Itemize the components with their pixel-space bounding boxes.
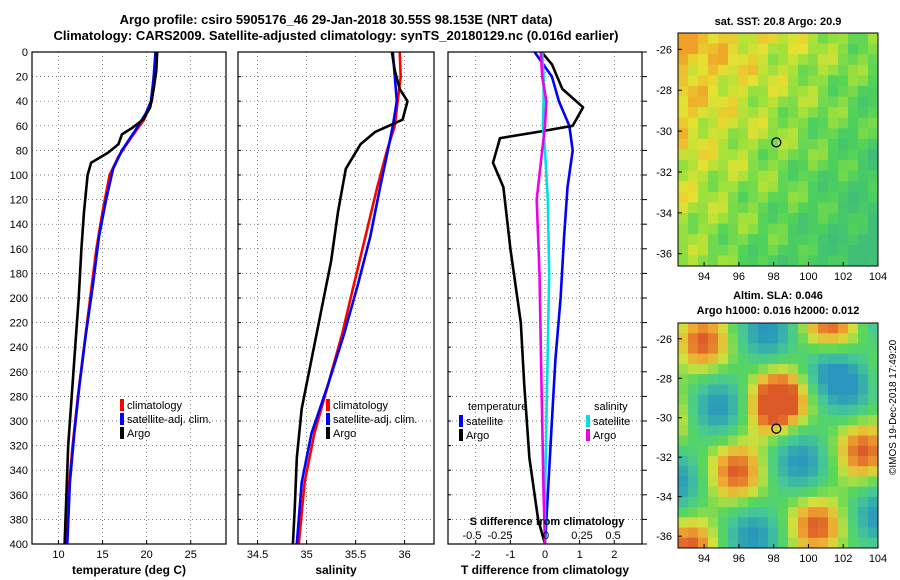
temperature-profile: 10 15 20 25 temperature (deg C) 0 20 40 60 80 100 1… bbox=[10, 47, 227, 577]
legend-swatch bbox=[120, 427, 124, 439]
y-tick-label: 160 bbox=[10, 244, 28, 256]
y-tick-label: 300 bbox=[10, 416, 28, 428]
series-line-salinity-argo bbox=[535, 51, 548, 545]
y-tick-label: 400 bbox=[10, 539, 28, 551]
legend-swatch bbox=[120, 413, 124, 425]
x-tick-label: 35 bbox=[300, 549, 312, 561]
y-tick-label: 320 bbox=[10, 441, 28, 453]
series-line-temperature-satellite bbox=[533, 51, 575, 545]
x2-tick-label: 0 bbox=[543, 530, 549, 542]
x-tick-label: 35.5 bbox=[345, 549, 366, 561]
sla-map-title2: Argo h1000: 0.016 h2000: 0.012 bbox=[696, 305, 860, 317]
x-tick-label: 20 bbox=[141, 549, 153, 561]
y-tick-label: 200 bbox=[10, 293, 28, 305]
legend-label: Argo bbox=[593, 430, 616, 442]
y-tick-label: 340 bbox=[10, 465, 28, 477]
legend-label: Argo bbox=[333, 428, 356, 440]
imos-credit: ©IMOS 19-Dec-2018 17:49:20 bbox=[888, 339, 899, 475]
legend-title-salinity: salinity bbox=[594, 401, 628, 413]
series-line-argo bbox=[63, 51, 159, 545]
legend-label: climatology bbox=[127, 400, 183, 412]
x2-tick-label: 0.25 bbox=[571, 530, 592, 542]
y-tick-label: 20 bbox=[16, 72, 28, 84]
y-tick-label: 60 bbox=[16, 121, 28, 133]
sla-map-title1: Altim. SLA: 0.046 bbox=[733, 290, 823, 302]
y-tick-label: 260 bbox=[10, 367, 28, 379]
y-tick-label: 80 bbox=[16, 145, 28, 157]
y-tick-label: 380 bbox=[10, 514, 28, 526]
legend-swatch bbox=[459, 415, 463, 427]
series-line-argo bbox=[291, 51, 409, 545]
sst-map-title: sat. SST: 20.8 Argo: 20.9 bbox=[714, 16, 842, 28]
x2-tick-label: 0.5 bbox=[605, 530, 620, 542]
legend-swatch bbox=[586, 429, 590, 441]
legend-label: Argo bbox=[466, 430, 489, 442]
legend-swatch bbox=[326, 413, 330, 425]
legend-swatch bbox=[120, 399, 124, 411]
chart-title-line1: Argo profile: csiro 5905176_46 29-Jan-20… bbox=[119, 12, 553, 27]
x-axis-label: T difference from climatology bbox=[461, 563, 629, 577]
series-line-satellite-adj-clim- bbox=[295, 51, 399, 545]
plot-frame bbox=[31, 51, 227, 545]
y-tick-label: 220 bbox=[10, 318, 28, 330]
plot-frame bbox=[237, 51, 435, 545]
x-axis-label: salinity bbox=[315, 563, 357, 577]
x-tick-label: 25 bbox=[185, 549, 197, 561]
x-tick-label: 10 bbox=[52, 549, 64, 561]
y-tick-label: 140 bbox=[10, 219, 28, 231]
y-tick-label: 240 bbox=[10, 342, 28, 354]
legend-swatch bbox=[326, 427, 330, 439]
legend-title-temperature: temperature bbox=[468, 401, 527, 413]
plot-background bbox=[238, 52, 434, 544]
y-tick-label: 100 bbox=[10, 170, 28, 182]
x2-axis-label: S difference from climatology bbox=[470, 516, 626, 528]
x-tick-label: 36 bbox=[398, 549, 410, 561]
x2-tick-label: -0.25 bbox=[487, 530, 512, 542]
x-tick-label: 2 bbox=[611, 549, 617, 561]
chart-title-line2: Climatology: CARS2009. Satellite-adjuste… bbox=[53, 28, 619, 43]
y-tick-label: 120 bbox=[10, 195, 28, 207]
legend-label: satellite bbox=[466, 416, 503, 428]
legend-label: climatology bbox=[333, 400, 389, 412]
x-tick-label: 1 bbox=[577, 549, 583, 561]
x-tick-label: -2 bbox=[471, 549, 481, 561]
x-tick-label: 0 bbox=[542, 549, 548, 561]
x-tick-label: 34.5 bbox=[247, 549, 268, 561]
legend-label: satellite bbox=[593, 416, 630, 428]
series-line-temperature-argo bbox=[491, 51, 585, 545]
legend-label: Argo bbox=[127, 428, 150, 440]
legend-label: satellite-adj. clim. bbox=[333, 414, 417, 426]
series-line-salinity-satellite bbox=[540, 51, 551, 544]
y-tick-label: 360 bbox=[10, 490, 28, 502]
x2-tick-label: -0.5 bbox=[463, 530, 482, 542]
y-tick-label: 40 bbox=[16, 96, 28, 108]
x-axis-label: temperature (deg C) bbox=[72, 563, 186, 577]
plot-frame bbox=[447, 51, 643, 545]
difference-profile: -2 -1 0 1 2 T difference from climatology temp… bbox=[447, 51, 647, 577]
y-tick-label: 0 bbox=[22, 47, 28, 59]
legend-swatch bbox=[586, 415, 590, 427]
legend-swatch bbox=[326, 399, 330, 411]
y-tick-label: 180 bbox=[10, 268, 28, 280]
x-tick-label: -1 bbox=[505, 549, 515, 561]
x-tick-label: 15 bbox=[96, 549, 108, 561]
salinity-profile: 34.5 35 35.5 36 salinity climatology satellite… bbox=[237, 51, 435, 577]
y-tick-label: 280 bbox=[10, 391, 28, 403]
legend-label: satellite-adj. clim. bbox=[127, 414, 211, 426]
legend-swatch bbox=[459, 429, 463, 441]
